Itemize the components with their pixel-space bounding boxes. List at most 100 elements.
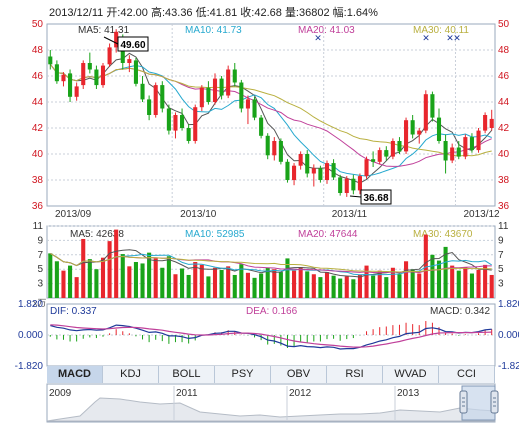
candle-body (100, 65, 106, 86)
volume-bar (54, 261, 59, 298)
tab-macd[interactable]: MACD (47, 366, 103, 383)
candle (180, 108, 185, 131)
quote-open: 开:42.00 (106, 7, 148, 19)
overview-right-handle[interactable] (490, 390, 499, 414)
overview-left-handle[interactable] (459, 390, 468, 414)
volume-bar (133, 262, 138, 298)
volume-bar (193, 262, 198, 298)
price-tick-right: 42 (498, 123, 510, 134)
macd-dif-line (50, 324, 492, 350)
candle-body (324, 163, 330, 180)
candle-body (114, 31, 119, 48)
candle (87, 52, 92, 74)
volume-bar (318, 277, 323, 298)
candlesticks (48, 29, 494, 197)
volume-ma5-label: MA5: 42638 (70, 229, 124, 240)
candle-body (377, 150, 382, 162)
volume-tick-right: 5 (498, 264, 504, 275)
candle-body (180, 115, 185, 128)
volume-bar (94, 269, 99, 298)
candle (450, 143, 455, 164)
price-tick-right: 40 (498, 149, 510, 160)
candle-body (153, 85, 158, 115)
price-ma30-label: MA30: 40.11 (413, 25, 469, 36)
candle-body (272, 141, 277, 156)
candle (404, 117, 409, 154)
overview-year-label: 2009 (49, 388, 72, 399)
quote-low: 低:41.81 (195, 7, 238, 19)
candle (476, 128, 481, 153)
candle-body (404, 120, 409, 152)
volume-bar (410, 269, 415, 298)
volume-bar (166, 256, 171, 298)
candle-body (292, 165, 297, 180)
volume-bar (298, 267, 303, 298)
candle (357, 173, 362, 195)
candle-body (61, 74, 66, 82)
candle-body (166, 108, 171, 131)
candle (344, 176, 349, 197)
tab-kdj[interactable]: KDJ (103, 366, 159, 383)
volume-bar (344, 276, 349, 298)
candle-body (193, 107, 198, 141)
volume-bar (199, 264, 204, 298)
volume-ma20-label: MA20: 47644 (298, 229, 358, 240)
overview-year-axis: 2009 2011 2012 2013 (49, 386, 420, 420)
tab-cci[interactable]: CCI (439, 366, 495, 383)
candle (252, 96, 257, 121)
candle (219, 76, 224, 100)
candle-body (81, 63, 86, 86)
volume-bar (430, 254, 435, 298)
candle (68, 69, 73, 102)
candle-body (94, 69, 99, 86)
volume-bar (239, 264, 244, 298)
volume-unit-label: x万 (33, 298, 47, 308)
volume-bar (68, 265, 73, 298)
event-marker-icon: ✕ (422, 33, 430, 43)
price-y-axis-left: 50 48 46 44 42 40 38 36 (32, 19, 44, 212)
candle-body (351, 178, 356, 191)
tab-obv[interactable]: OBV (271, 366, 327, 383)
price-grid (47, 24, 495, 206)
candle (226, 65, 231, 99)
candle-body (456, 147, 461, 157)
candle (133, 57, 138, 87)
candle-body (186, 128, 191, 141)
candle-body (68, 73, 73, 97)
candle-body (219, 78, 224, 96)
candle (278, 138, 283, 165)
candle-body (133, 60, 138, 84)
candle-body (74, 86, 79, 97)
tab-psy[interactable]: PSY (215, 366, 271, 383)
volume-bar (324, 272, 330, 298)
candle-body (160, 85, 165, 109)
candle-body (436, 117, 442, 141)
tab-rsi[interactable]: RSI (327, 366, 383, 383)
macd-tick: 0.000 (18, 330, 43, 341)
tab-wvad[interactable]: WVAD (383, 366, 439, 383)
candle (100, 63, 106, 88)
volume-bar (153, 258, 158, 298)
volume-bar (272, 269, 277, 298)
candle-body (430, 94, 435, 118)
volume-bar (292, 270, 297, 298)
volume-bar (265, 267, 270, 298)
price-tick-left: 42 (32, 123, 44, 134)
candle (48, 50, 53, 70)
volume-bar (397, 274, 402, 298)
macd-lines (50, 324, 492, 350)
event-marker-icon: ✕ (446, 33, 454, 43)
candle (489, 109, 494, 131)
tab-boll[interactable]: BOLL (159, 366, 215, 383)
candle (469, 133, 474, 153)
price-tick-right: 48 (498, 45, 510, 56)
candle (390, 138, 395, 160)
macd-tick-right: -1.820 (498, 361, 519, 372)
volume-bar (206, 276, 211, 298)
candle (193, 104, 198, 144)
candle (107, 43, 112, 67)
volume-tick: 3 (37, 279, 43, 290)
candle (245, 95, 250, 125)
event-markers: ✕ ✕ ✕ ✕ (314, 33, 461, 43)
